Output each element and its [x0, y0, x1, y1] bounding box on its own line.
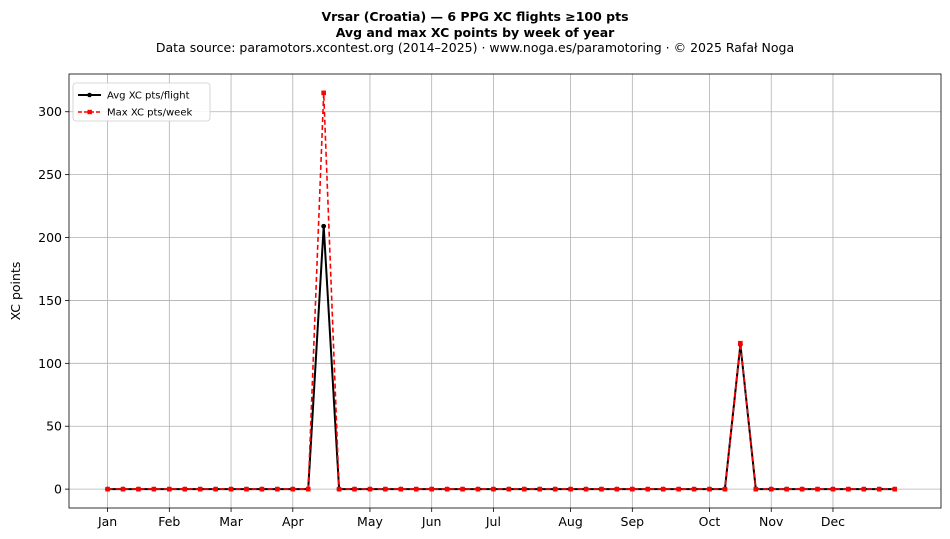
series-line — [107, 226, 895, 491]
data-point — [645, 486, 651, 492]
x-axis-ticks: Jan Feb Mar Apr May Jun Jul Aug Sep Oct Nov Dec — [97, 508, 845, 529]
data-point — [876, 486, 882, 492]
data-point — [846, 486, 851, 492]
legend: Avg XC pts/flight Max XC pts/week — [72, 82, 211, 122]
data-point — [506, 486, 512, 492]
x-tick-label: Dec — [821, 514, 845, 529]
data-point — [444, 486, 450, 492]
data-point — [707, 486, 712, 492]
data-point — [275, 486, 280, 492]
y-tick-label: 300 — [38, 104, 62, 119]
data-point — [105, 486, 110, 492]
data-point — [120, 486, 126, 492]
data-point — [167, 486, 172, 492]
data-point — [336, 486, 342, 492]
data-point — [552, 486, 558, 492]
y-tick-label: 0 — [54, 482, 62, 497]
data-point — [352, 486, 357, 492]
data-point — [660, 486, 666, 492]
data-point — [768, 486, 774, 492]
data-point — [583, 486, 589, 492]
data-point — [830, 486, 836, 492]
data-point — [213, 486, 218, 492]
data-point — [599, 486, 604, 492]
data-point — [537, 486, 543, 492]
data-point — [691, 486, 697, 492]
data-point — [861, 486, 867, 492]
plot-frame — [68, 73, 942, 509]
data-point — [305, 486, 311, 492]
data-point — [521, 486, 527, 492]
y-tick-label: 100 — [38, 356, 62, 371]
data-point — [321, 90, 326, 96]
data-point — [398, 486, 404, 492]
x-tick-label: Mar — [219, 514, 243, 529]
data-point — [259, 486, 265, 492]
data-point — [475, 486, 481, 492]
series-avg — [105, 223, 898, 492]
legend-label: Max XC pts/week — [107, 108, 192, 119]
y-tick-label: 250 — [38, 167, 62, 182]
data-point — [321, 223, 327, 229]
data-point — [367, 486, 373, 492]
chart-title-line1: Vrsar (Croatia) — 6 PPG XC flights ≥100 … — [321, 9, 629, 24]
chart-subtitle: Data source: paramotors.xcontest.org (20… — [155, 40, 795, 55]
data-point — [413, 486, 419, 492]
legend-label: Avg XC pts/flight — [107, 91, 190, 102]
data-point — [244, 486, 249, 492]
x-tick-label: Nov — [759, 514, 784, 529]
data-point — [892, 486, 897, 492]
series-max — [105, 90, 897, 492]
data-point — [429, 486, 434, 492]
y-axis-label: XC points — [8, 262, 23, 321]
data-point — [784, 486, 789, 492]
y-tick-label: 200 — [38, 230, 62, 245]
chart-title-line2: Avg and max XC points by week of year — [335, 24, 615, 40]
x-tick-label: Feb — [158, 514, 180, 529]
data-point — [676, 486, 681, 492]
data-point — [568, 486, 573, 492]
y-tick-label: 50 — [46, 419, 62, 434]
data-point — [722, 486, 728, 492]
data-point — [151, 486, 157, 492]
legend-marker — [87, 109, 92, 115]
y-tick-label: 150 — [38, 293, 62, 308]
data-point — [614, 486, 620, 492]
data-point — [290, 486, 296, 492]
legend-box — [72, 82, 211, 122]
data-point — [182, 486, 188, 492]
data-point — [136, 486, 141, 492]
y-axis-ticks: 0 50 100 150 200 250 300 — [38, 104, 69, 497]
data-point — [228, 486, 234, 492]
data-point — [491, 486, 496, 492]
data-point — [815, 486, 820, 492]
data-point — [738, 340, 743, 346]
series-line — [107, 92, 895, 490]
legend-marker — [87, 92, 92, 98]
data-point — [197, 486, 203, 492]
x-tick-label: May — [357, 514, 383, 529]
x-tick-label: Oct — [699, 514, 721, 529]
data-point — [799, 486, 805, 492]
grid-lines — [69, 74, 941, 508]
chart-titles: Vrsar (Croatia) — 6 PPG XC flights ≥100 … — [0, 9, 950, 56]
x-tick-label: Jul — [485, 514, 501, 529]
x-tick-label: Sep — [621, 514, 645, 529]
x-tick-label: Apr — [282, 514, 304, 529]
x-tick-label: Aug — [558, 514, 582, 529]
data-point — [383, 486, 388, 492]
x-tick-label: Jun — [421, 514, 442, 529]
x-tick-label: Jan — [97, 514, 117, 529]
data-point — [460, 486, 465, 492]
data-point — [630, 486, 635, 492]
data-point — [753, 486, 759, 492]
